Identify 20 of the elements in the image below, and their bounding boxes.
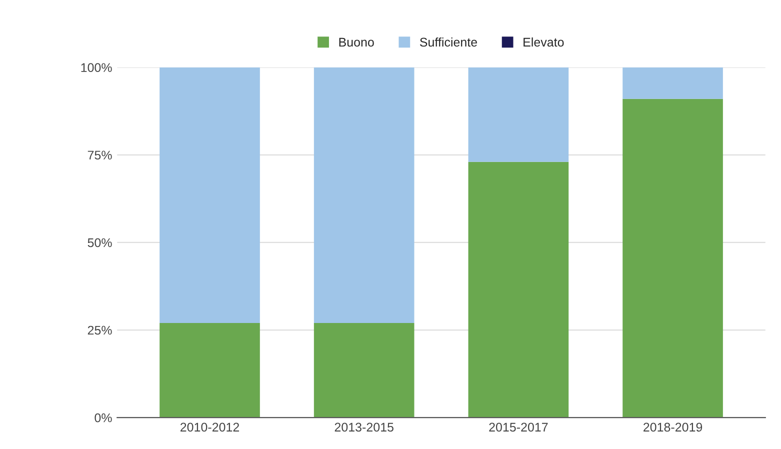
y-tick-label: 0% [94, 413, 112, 422]
x-tick-label: 2010-2012 [180, 422, 240, 432]
legend-label: Buono [339, 38, 374, 47]
y-tick-label: 75% [88, 150, 112, 160]
bar [160, 67, 260, 324]
bar [314, 323, 414, 418]
bar [160, 323, 260, 418]
legend-label: Elevato [524, 37, 564, 47]
x-tick-label: 2015-2017 [489, 422, 548, 432]
bar [468, 67, 569, 162]
bar [622, 67, 723, 99]
legend-label: Sufficiente [420, 37, 478, 47]
y-tick-label: 25% [88, 326, 112, 335]
bar [314, 67, 414, 324]
y-tick-label: 100% [81, 63, 112, 72]
x-tick-label: 2013-2015 [334, 422, 394, 432]
bar [622, 98, 723, 418]
x-tick-label: 2018-2019 [644, 422, 702, 432]
y-tick-label: 50% [88, 238, 112, 248]
bar [468, 162, 569, 418]
